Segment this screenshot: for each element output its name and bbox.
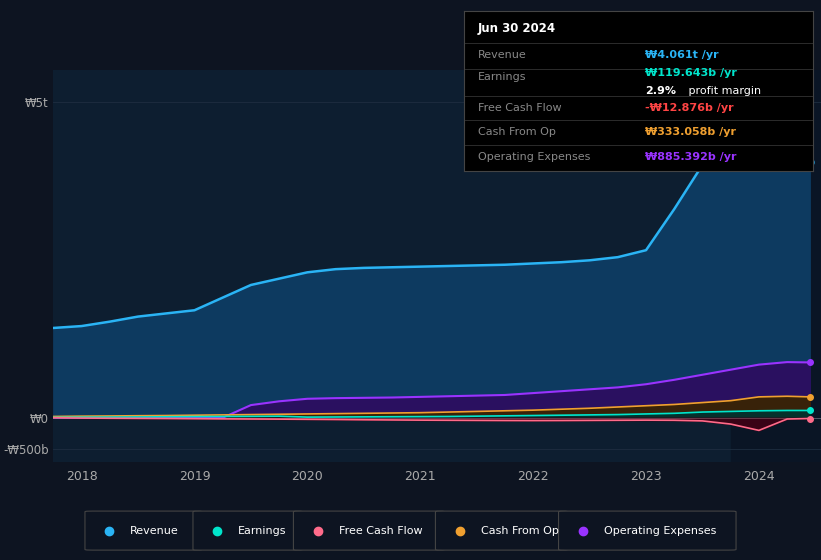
FancyBboxPatch shape [435, 511, 567, 550]
Text: Revenue: Revenue [131, 526, 179, 535]
Bar [731, 70, 821, 462]
FancyBboxPatch shape [293, 511, 444, 550]
Text: Operating Expenses: Operating Expenses [604, 526, 716, 535]
Text: Earnings: Earnings [238, 526, 287, 535]
Text: Free Cash Flow: Free Cash Flow [478, 102, 562, 113]
Text: Cash From Op: Cash From Op [481, 526, 558, 535]
FancyBboxPatch shape [85, 511, 202, 550]
FancyBboxPatch shape [558, 511, 736, 550]
Text: Cash From Op: Cash From Op [478, 127, 556, 137]
Text: 2.9%: 2.9% [645, 86, 677, 96]
Text: ₩885.392b /yr: ₩885.392b /yr [645, 152, 736, 162]
Text: Operating Expenses: Operating Expenses [478, 152, 590, 162]
FancyBboxPatch shape [193, 511, 302, 550]
Text: ₩333.058b /yr: ₩333.058b /yr [645, 127, 736, 137]
Text: Free Cash Flow: Free Cash Flow [339, 526, 422, 535]
Text: ₩119.643b /yr: ₩119.643b /yr [645, 68, 737, 78]
Text: Jun 30 2024: Jun 30 2024 [478, 22, 556, 35]
Text: Revenue: Revenue [478, 50, 526, 60]
Text: -₩12.876b /yr: -₩12.876b /yr [645, 102, 734, 113]
Text: profit margin: profit margin [686, 86, 762, 96]
Text: ₩4.061t /yr: ₩4.061t /yr [645, 50, 719, 60]
Text: Earnings: Earnings [478, 72, 526, 82]
